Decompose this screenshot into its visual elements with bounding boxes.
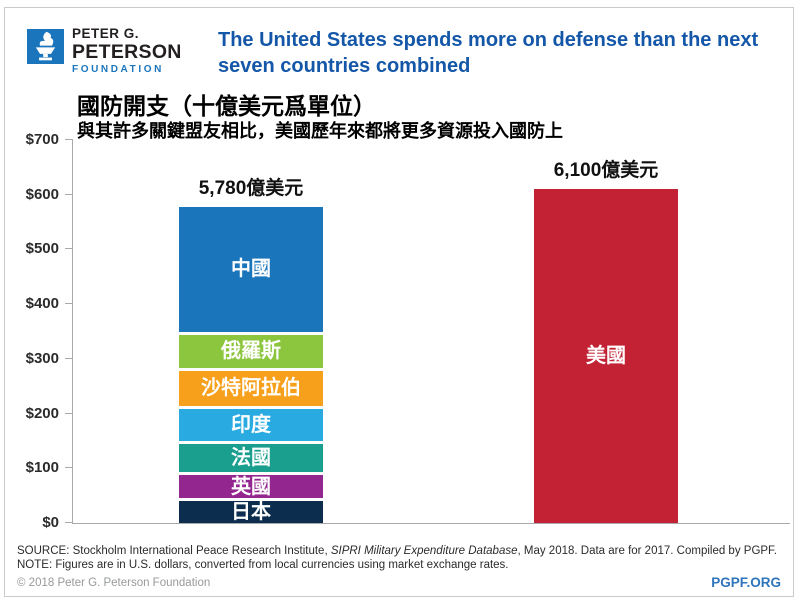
bar-total-label: 5,780億美元 <box>198 177 304 199</box>
bar-segment-uk: 英國 <box>179 472 323 499</box>
page-title-line2: seven countries combined <box>218 55 471 77</box>
bar-next-seven-combined: 中國俄羅斯沙特阿拉伯印度法國英國日本 5,780億美元 <box>179 178 323 523</box>
logo-line-peterson: PETERSON <box>72 40 182 63</box>
bar-segment-label: 日本 <box>231 501 271 524</box>
bar-segment-label: 俄羅斯 <box>221 340 281 363</box>
y-axis-tick <box>65 139 73 140</box>
page-title-line1: The United States spends more on defense… <box>218 29 759 51</box>
source-note-block: SOURCE: Stockholm International Peace Re… <box>17 544 777 572</box>
bar-segment-japan: 日本 <box>179 498 323 523</box>
bar-segment-label: 印度 <box>231 413 271 436</box>
plot-area: 中國俄羅斯沙特阿拉伯印度法國英國日本 5,780億美元 美國 6,100億美元 $0… <box>26 131 790 531</box>
bar-segment-label: 沙特阿拉伯 <box>201 377 301 400</box>
bar-total-label: 6,100億美元 <box>553 160 659 182</box>
note-line: NOTE: Figures are in U.S. dollars, conve… <box>17 559 509 571</box>
bar-segment-france: 法國 <box>179 440 323 473</box>
bar-segment-label: 美國 <box>586 345 626 368</box>
bar-segment-united-states: 美國 <box>534 189 678 523</box>
bar-segment-china: 中國 <box>179 206 323 332</box>
y-axis-tick <box>65 412 73 414</box>
source-line: SOURCE: Stockholm International Peace Re… <box>17 545 778 557</box>
bar-segment-india: 印度 <box>179 405 323 441</box>
pgpf-logo <box>27 29 64 64</box>
y-axis-tick <box>65 357 73 359</box>
pgpf-logo-text: PETER G. PETERSON FOUNDATION <box>72 27 182 75</box>
y-axis-tick <box>65 467 73 469</box>
y-axis-tick-label: $600 <box>25 185 59 203</box>
logo-line-foundation: FOUNDATION <box>72 64 164 75</box>
page-title: The United States spends more on defense… <box>218 27 778 79</box>
y-axis-tick-label: $0 <box>42 514 59 531</box>
y-axis-tick-label: $300 <box>25 349 59 367</box>
y-axis-tick-label: $400 <box>25 295 59 313</box>
bar-segment-label: 中國 <box>231 258 271 281</box>
bar-united-states: 美國 6,100億美元 <box>534 160 678 523</box>
bar-segment-label: 法國 <box>231 447 271 470</box>
y-axis-tick <box>65 303 73 305</box>
y-axis-tick-label: $100 <box>25 459 59 477</box>
y-axis-tick <box>65 248 73 250</box>
y-axis-tick <box>65 522 73 523</box>
y-axis-tick-label: $700 <box>25 131 59 148</box>
bar-segment-saudi-arabia: 沙特阿拉伯 <box>179 367 323 406</box>
bar-segment-russia: 俄羅斯 <box>179 331 323 368</box>
logo-line-peter-g: PETER G. <box>72 26 140 41</box>
chart-subtitle: 與其許多關鍵盟友相比，美國歷年來都將更多資源投入國防上 <box>77 121 563 141</box>
pgpf-org-link: PGPF.ORG <box>711 575 781 590</box>
y-axis-tick-label: $500 <box>25 240 59 258</box>
chart-title: 國防開支（十億美元爲單位） <box>77 93 376 119</box>
torch-icon <box>27 29 64 64</box>
y-axis-tick <box>65 193 73 195</box>
bar-segment-label: 英國 <box>231 475 271 498</box>
copyright-text: © 2018 Peter G. Peterson Foundation <box>17 577 211 589</box>
y-axis-tick-label: $200 <box>25 404 59 422</box>
